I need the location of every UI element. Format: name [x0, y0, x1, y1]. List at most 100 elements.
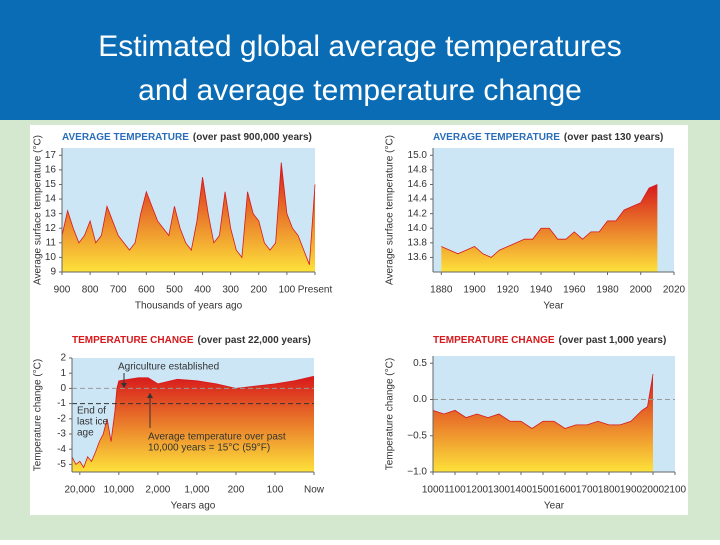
y-tick-label: 14.6: [408, 179, 428, 190]
chart-title-sub: (over past 1,000 years): [558, 335, 666, 346]
x-tick-label: 400: [194, 285, 211, 296]
x-tick-label: 1800: [598, 485, 621, 496]
chart-title-main: TEMPERATURE CHANGE: [72, 335, 194, 346]
area-fill: [72, 376, 314, 472]
area-line: [61, 162, 316, 265]
x-axis-label: Year: [543, 301, 564, 312]
x-tick-label: 100: [279, 285, 296, 296]
y-tick-label: 0.5: [413, 358, 427, 369]
x-axis-label: Year: [544, 501, 565, 512]
chart-title-main: TEMPERATURE CHANGE: [433, 335, 555, 346]
y-tick-label: 14.0: [408, 223, 428, 234]
x-tick-label: 1200: [466, 485, 489, 496]
x-tick-label: 900: [54, 285, 71, 296]
y-tick-label: 12: [45, 223, 57, 234]
x-tick-label: 2100: [664, 485, 687, 496]
y-tick-label: 2: [60, 353, 66, 364]
x-tick-label: 1600: [554, 485, 577, 496]
x-tick-label: 2,000: [145, 485, 170, 496]
y-tick-label: 17: [45, 150, 57, 161]
y-tick-label: 11: [46, 237, 57, 248]
annotation: 10,000 years = 15°C (59°F): [148, 443, 270, 454]
y-tick-label: 14.8: [408, 165, 428, 176]
x-tick-label: 2000: [630, 285, 653, 296]
x-tick-label: 800: [82, 285, 99, 296]
y-tick-label: 13: [45, 208, 57, 219]
y-tick-label: 13.6: [408, 252, 428, 263]
x-tick-label: 2000: [642, 485, 665, 496]
x-tick-label: 1900: [463, 285, 486, 296]
x-tick-label: 1980: [596, 285, 619, 296]
x-tick-label: 1000: [422, 485, 445, 496]
y-tick-label: 14.4: [408, 194, 428, 205]
slide-title: and average temperature change: [138, 74, 582, 107]
y-tick-label: −1.0: [407, 467, 427, 478]
x-tick-label: 1940: [530, 285, 553, 296]
slide-title: Estimated global average temperatures: [98, 30, 622, 63]
x-tick-label: 1920: [497, 285, 520, 296]
y-tick-label: 1: [60, 368, 66, 379]
y-tick-label: 13.8: [408, 237, 428, 248]
x-tick-label: Present: [298, 285, 333, 296]
y-tick-label: −0.5: [407, 430, 427, 441]
y-tick-label: 14: [45, 194, 57, 205]
x-tick-label: 200: [250, 285, 267, 296]
y-tick-label: -3: [57, 429, 66, 440]
y-tick-label: -5: [57, 459, 66, 470]
x-axis-label: Years ago: [171, 501, 216, 512]
chart-title-sub: (over past 130 years): [564, 132, 664, 143]
chart-title-sub: (over past 22,000 years): [197, 335, 310, 346]
chart-title-main: AVERAGE TEMPERATURE: [62, 132, 189, 143]
x-tick-label: 1900: [620, 485, 643, 496]
x-tick-label: 1500: [532, 485, 555, 496]
area-line: [432, 374, 654, 429]
x-tick-label: 1,000: [184, 485, 209, 496]
y-tick-label: 9: [50, 267, 56, 278]
y-tick-label: 0.0: [413, 394, 427, 405]
x-tick-label: 200: [228, 485, 245, 496]
x-tick-label: 1960: [563, 285, 586, 296]
y-tick-label: 14.2: [408, 208, 428, 219]
x-tick-label: 1700: [576, 485, 599, 496]
y-tick-label: 15: [45, 179, 57, 190]
chart-title-sub: (over past 900,000 years): [193, 132, 312, 143]
x-tick-label: 1400: [510, 485, 533, 496]
annotation: Agriculture established: [118, 362, 219, 373]
x-tick-label: 20,000: [65, 485, 96, 496]
arrow-head: [147, 393, 153, 398]
x-tick-label: 1100: [444, 485, 466, 496]
y-axis-label: Average surface temperature (°C): [33, 135, 44, 285]
y-tick-label: 15.0: [408, 150, 428, 161]
y-tick-label: 10: [45, 252, 57, 263]
y-tick-label: -1: [57, 398, 66, 409]
y-tick-label: 0: [60, 383, 66, 394]
chart-title: TEMPERATURE CHANGE (over past 22,000 year…: [72, 335, 311, 346]
y-axis-label: Temperature change (°C): [385, 358, 396, 470]
arrow-head: [121, 383, 127, 388]
x-tick-label: 2020: [663, 285, 686, 296]
x-tick-label: 10,000: [104, 485, 135, 496]
x-tick-label: 100: [267, 485, 284, 496]
y-tick-label: 16: [45, 165, 57, 176]
y-tick-label: -2: [57, 413, 66, 424]
y-tick-label: -4: [57, 444, 66, 455]
y-axis-label: Average surface temperature (°C): [385, 135, 396, 285]
annotation: age: [77, 428, 94, 439]
x-tick-label: 300: [222, 285, 239, 296]
annotation: Average temperature over past: [148, 432, 286, 443]
x-axis-label: Thousands of years ago: [135, 301, 243, 312]
chart-title: AVERAGE TEMPERATURE (over past 900,000 ye…: [62, 132, 312, 143]
x-tick-label: 1880: [430, 285, 453, 296]
chart-title-main: AVERAGE TEMPERATURE: [433, 132, 560, 143]
header-band: [0, 0, 720, 120]
y-axis-label: Temperature change (°C): [33, 359, 44, 471]
x-tick-label: 1300: [488, 485, 511, 496]
area-fill: [433, 374, 653, 472]
x-tick-label: Now: [304, 485, 325, 496]
x-tick-label: 500: [166, 285, 183, 296]
x-tick-label: 600: [138, 285, 155, 296]
annotation: End of: [77, 406, 106, 417]
area-line: [441, 184, 658, 258]
chart-title: TEMPERATURE CHANGE (over past 1,000 years…: [433, 335, 666, 346]
